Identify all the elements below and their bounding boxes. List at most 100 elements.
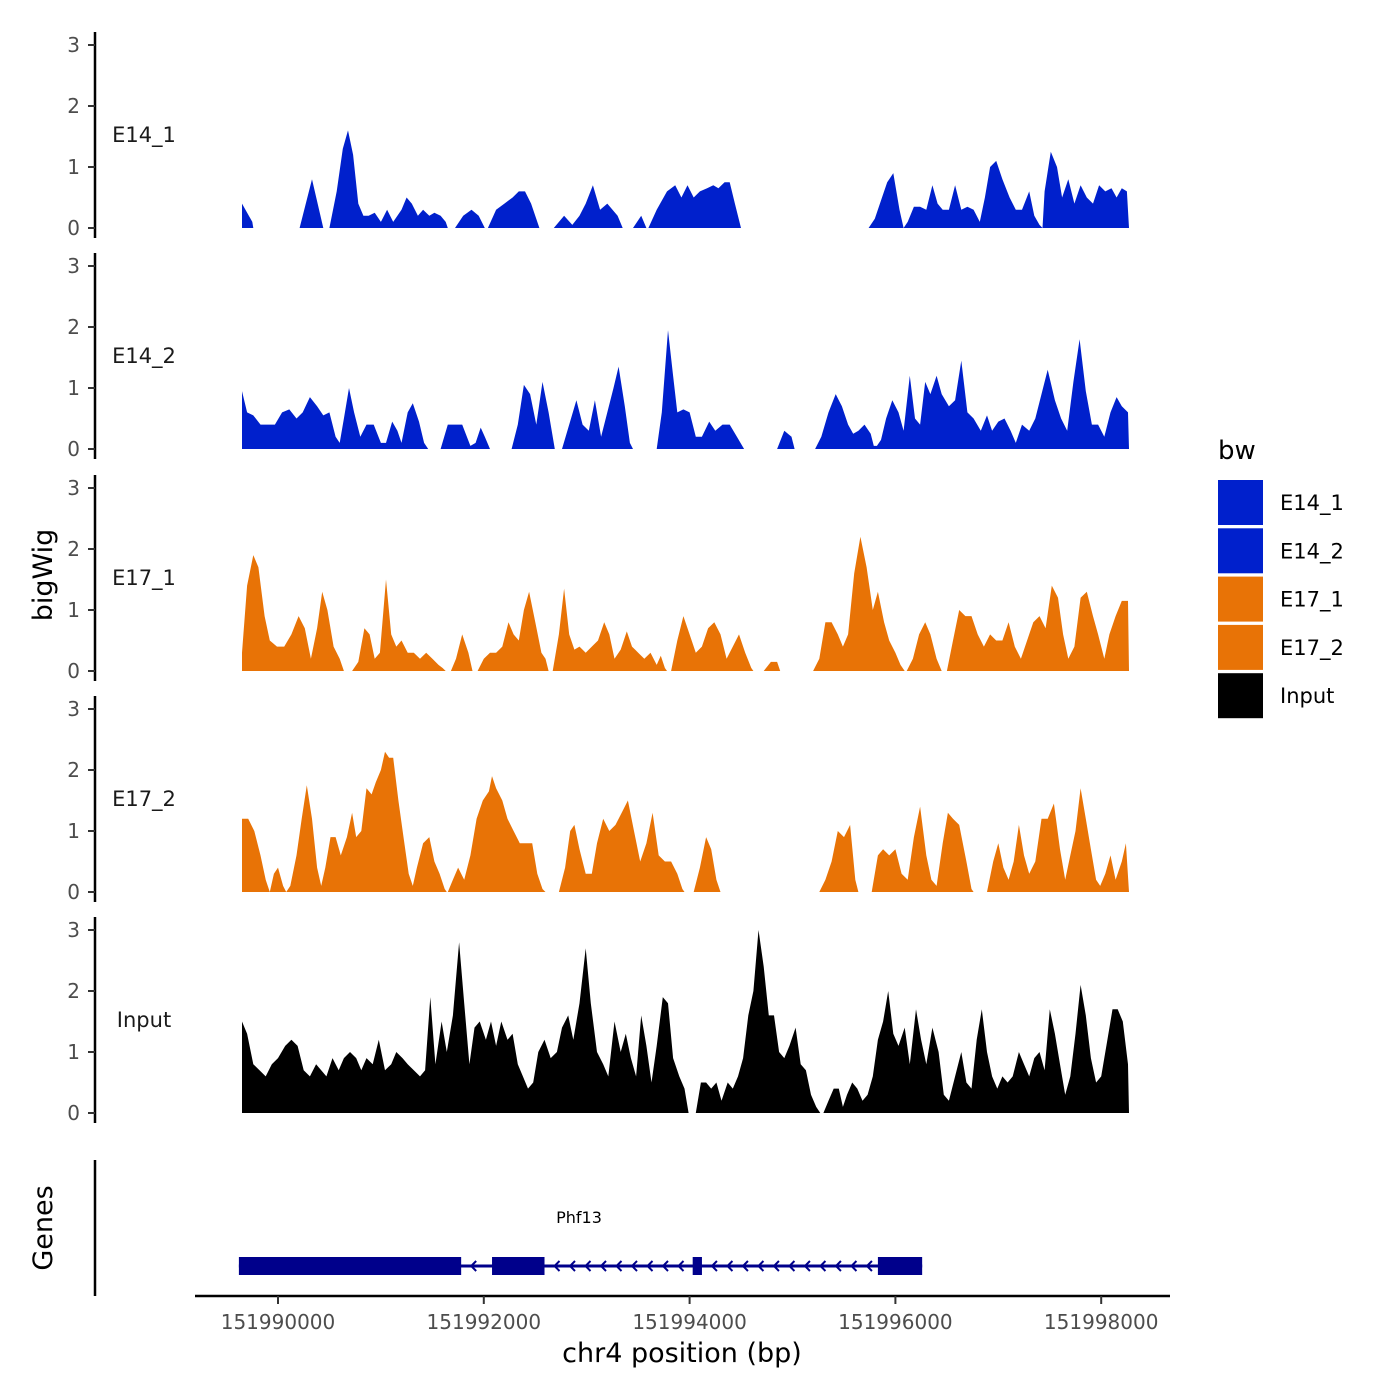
signal-area: [552, 588, 667, 671]
genes-track-label: Genes: [28, 1185, 59, 1270]
signal-area: [693, 837, 721, 892]
signal-area: [455, 182, 741, 228]
gene-exon: [877, 1257, 923, 1275]
signal-area: [813, 536, 905, 671]
y-tick-label: 1: [67, 376, 80, 400]
strand-arrow: [615, 1260, 623, 1272]
signal-area: [671, 616, 754, 671]
y-tick-label: 1: [67, 155, 80, 179]
signal-area: [242, 942, 689, 1113]
signal-area: [656, 330, 745, 449]
x-tick-label: 151996000: [838, 1310, 953, 1334]
gene-name-label: Phf13: [556, 1208, 602, 1227]
legend-label: E17_2: [1280, 636, 1344, 661]
y-tick-label: 2: [67, 758, 80, 782]
gene-exon: [238, 1257, 462, 1275]
y-tick-label: 0: [67, 437, 80, 461]
track-Input: 0 1 2 3 Input: [67, 917, 1129, 1125]
legend-swatch: [1218, 480, 1263, 525]
track-E14_2: 0 1 2 3 E14_2: [67, 253, 1129, 461]
legend: bw E14_1 E14_2 E17_1 E17_2 Input: [1218, 436, 1344, 719]
strand-arrow: [677, 1260, 685, 1272]
track-E14_1: 0 1 2 3 E14_1: [67, 32, 1129, 240]
y-tick-label: 3: [67, 254, 80, 278]
x-tick-label: 151990000: [221, 1310, 336, 1334]
y-tick-label: 0: [67, 1101, 80, 1125]
signal-tracks: 0 1 2 3 E14_1 0 1 2 3 E14_2 0 1 2 3 E17_1 0 1 2 3 E17_2 0 1 2 3…: [67, 32, 1129, 1125]
strand-arrow: [599, 1260, 607, 1272]
signal-area: [242, 555, 344, 671]
strand-arrow: [710, 1260, 718, 1272]
signal-area: [777, 430, 795, 449]
y-tick-label: 2: [67, 979, 80, 1003]
signal-area: [450, 634, 473, 671]
y-tick-label: 2: [67, 537, 80, 561]
strand-arrow: [850, 1260, 858, 1272]
strand-arrow: [726, 1260, 734, 1272]
y-tick-label: 0: [67, 880, 80, 904]
signal-area: [242, 388, 429, 449]
signal-area: [477, 591, 549, 671]
strand-arrow: [646, 1260, 654, 1272]
y-tick-label: 1: [67, 1040, 80, 1064]
strand-arrow: [803, 1260, 811, 1272]
signal-area: [352, 579, 446, 671]
strand-arrow: [661, 1260, 669, 1272]
y-tick-label: 2: [67, 94, 80, 118]
signal-area: [511, 366, 633, 449]
y-tick-label: 0: [67, 216, 80, 240]
legend-label: E14_1: [1280, 491, 1344, 516]
signal-area: [558, 800, 685, 892]
signal-area: [871, 806, 974, 892]
y-tick-label: 1: [67, 598, 80, 622]
y-tick-label: 3: [67, 33, 80, 57]
legend-label: E14_2: [1280, 539, 1344, 564]
strand-arrow: [584, 1260, 592, 1272]
track-label: E14_1: [112, 123, 176, 148]
legend-label: E17_1: [1280, 588, 1344, 613]
signal-area: [447, 776, 546, 892]
signal-area: [242, 751, 447, 892]
track-label: E17_1: [112, 566, 176, 591]
strand-arrow: [568, 1260, 576, 1272]
legend-swatch: [1218, 673, 1263, 719]
gene-exon: [492, 1257, 545, 1275]
signal-area: [763, 661, 781, 671]
signal-area: [299, 130, 448, 228]
y-tick-label: 2: [67, 315, 80, 339]
track-E17_2: 0 1 2 3 E17_2: [67, 696, 1129, 904]
y-axis-title: bigWig: [28, 529, 59, 622]
signal-area: [242, 203, 254, 228]
signal-area: [987, 788, 1129, 892]
track-label: E14_2: [112, 344, 176, 369]
legend-swatch: [1218, 624, 1263, 670]
legend-title: bw: [1218, 436, 1256, 466]
signal-area: [440, 424, 490, 449]
strand-arrow: [553, 1260, 561, 1272]
signal-area: [695, 930, 1129, 1113]
gene-exon: [692, 1257, 702, 1275]
signal-area: [819, 824, 859, 892]
strand-arrow: [788, 1260, 796, 1272]
signal-area: [815, 339, 1129, 449]
x-tick-label: 151994000: [632, 1310, 747, 1334]
track-E17_1: 0 1 2 3 E17_1: [67, 475, 1129, 683]
strand-arrow: [865, 1260, 873, 1272]
x-axis-title: chr4 position (bp): [562, 1338, 802, 1369]
x-tick-label: 151992000: [427, 1310, 542, 1334]
genes-track: Genes Phf13: [28, 1160, 923, 1296]
strand-arrow: [834, 1260, 842, 1272]
strand-arrow: [772, 1260, 780, 1272]
track-label: E17_2: [112, 787, 176, 812]
strand-arrow: [757, 1260, 765, 1272]
signal-area: [906, 622, 942, 671]
signal-area: [946, 585, 1129, 671]
strand-arrow: [469, 1260, 477, 1272]
x-axis: chr4 position (bp) 151990000 151992000 151…: [195, 1294, 1170, 1369]
y-tick-label: 3: [67, 697, 80, 721]
legend-label: Input: [1280, 684, 1334, 708]
signal-area: [868, 151, 1129, 228]
y-tick-label: 1: [67, 819, 80, 843]
strand-arrow: [630, 1260, 638, 1272]
